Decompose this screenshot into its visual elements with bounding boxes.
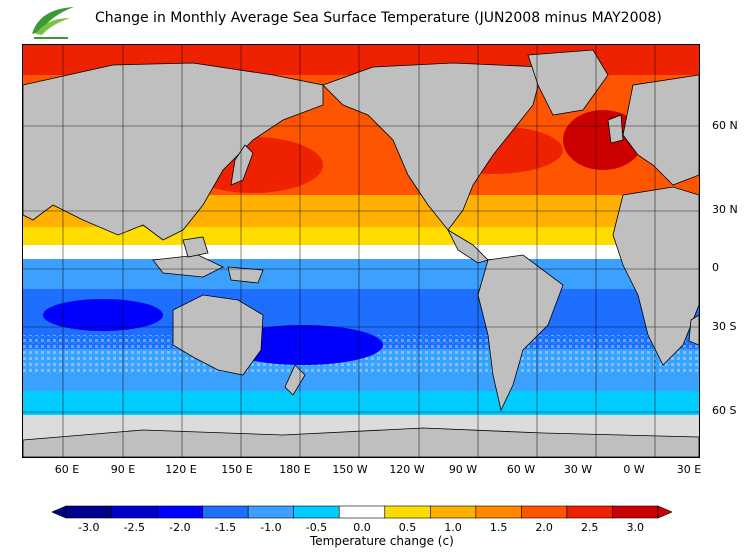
lon-label-150w: 150 W	[332, 463, 368, 476]
band-equatorial	[23, 259, 699, 289]
colorbar-tick-label: -1.5	[214, 521, 237, 534]
colorbar-tick-label: 2.5	[580, 521, 599, 534]
colorbar-tick-label: 3.0	[626, 521, 644, 534]
lat-label-60n: 60 N	[712, 119, 738, 132]
coolspot-indian	[43, 299, 163, 331]
land-borneo	[182, 236, 209, 258]
colorbar-tick-label: 2.0	[535, 521, 553, 534]
lon-label-120w: 120 W	[389, 463, 425, 476]
colorbar	[52, 505, 672, 519]
land-south-america	[477, 254, 564, 412]
land-africa	[612, 186, 699, 366]
lon-label-60e: 60 E	[54, 463, 80, 476]
hotspot-ne-atlantic	[563, 110, 643, 170]
band-equator-white	[23, 245, 699, 259]
colorbar-swatch	[430, 505, 477, 519]
land-new-guinea	[227, 266, 264, 284]
colorbar-tick-label: -3.0	[78, 521, 100, 534]
colorbar-swatch	[247, 505, 294, 519]
colorbar-swatch	[338, 505, 386, 519]
land-antarctica	[23, 427, 699, 457]
lon-label-90w: 90 W	[448, 463, 478, 476]
band-high-south	[23, 391, 699, 415]
land-japan	[230, 144, 254, 186]
lat-label-60s: 60 S	[712, 404, 737, 417]
land-asia	[23, 62, 324, 241]
colorbar-tick-label: -2.0	[169, 521, 191, 534]
lat-label-30s: 30 S	[712, 320, 737, 333]
graticule	[23, 45, 699, 457]
land-layer	[23, 49, 699, 457]
colorbar-swatch	[475, 505, 522, 519]
colorbar-swatch	[111, 505, 158, 519]
lon-label-180e: 180 E	[279, 463, 311, 476]
colorbar-tick-label: 1.5	[489, 521, 508, 534]
hko-logo	[32, 7, 74, 39]
lon-label-150e: 150 E	[221, 463, 253, 476]
colorbar-swatch	[156, 505, 203, 519]
colorbar-arrow-high	[657, 505, 672, 519]
land-madagascar	[688, 314, 699, 346]
lon-label-0w: 0 W	[623, 463, 645, 476]
land-greenland	[527, 49, 609, 116]
colorbar-swatch	[384, 505, 431, 519]
land-north-america	[322, 62, 544, 231]
land-britain	[607, 114, 624, 144]
colorbar-swatch	[293, 505, 340, 519]
lat-label-30n: 30 N	[712, 203, 738, 216]
lon-label-30w: 30 W	[563, 463, 593, 476]
colorbar-swatch	[65, 505, 112, 519]
colorbar-arrow-low	[52, 505, 67, 519]
land-australia	[172, 294, 264, 376]
colorbar-swatch	[612, 505, 659, 519]
colorbar-swatch	[521, 505, 568, 519]
sst-map	[22, 44, 700, 458]
lon-label-60w: 60 W	[506, 463, 536, 476]
colorbar-tick-label: 0.5	[398, 521, 417, 534]
colorbar-tick-label: -2.5	[123, 521, 146, 534]
land-europe	[622, 74, 699, 186]
colorbar-tick-label: -0.5	[305, 521, 328, 534]
lon-label-120e: 120 E	[165, 463, 197, 476]
colorbar-swatch	[566, 505, 613, 519]
coolspot-central-pacific	[223, 325, 383, 365]
colorbar-tick-label: 1.0	[444, 521, 462, 534]
colorbar-swatch	[202, 505, 249, 519]
lon-label-90e: 90 E	[110, 463, 136, 476]
colorbar-tick-label: 0.0	[353, 521, 371, 534]
chart-title: Change in Monthly Average Sea Surface Te…	[95, 10, 662, 26]
colorbar-tick-label: -1.0	[260, 521, 282, 534]
colorbar-title: Temperature change (c)	[310, 534, 454, 548]
lat-label-0: 0	[712, 261, 719, 274]
lon-label-30e: 30 E	[676, 463, 702, 476]
